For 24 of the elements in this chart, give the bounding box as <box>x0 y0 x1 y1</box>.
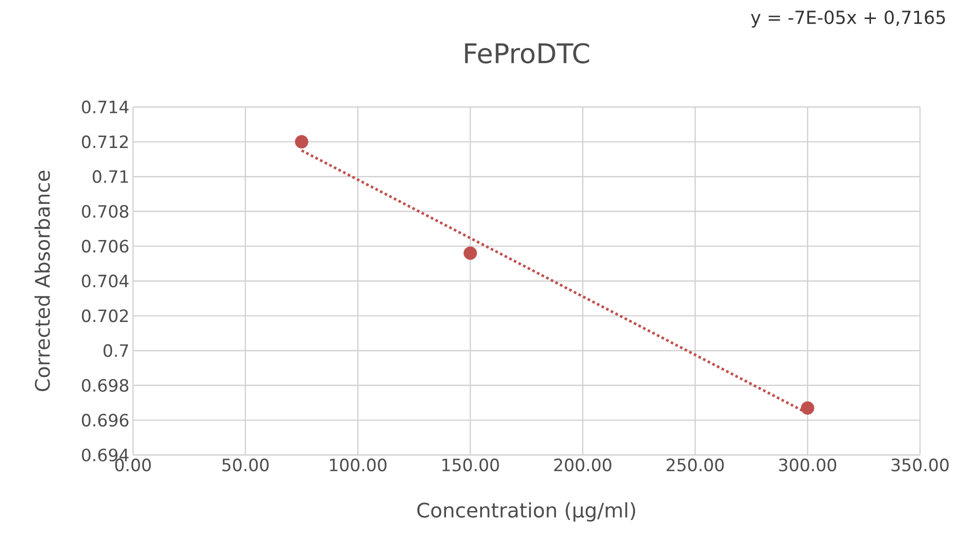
y-tick-label: 0.704 <box>82 274 129 288</box>
y-tick-label: 0.708 <box>82 204 128 218</box>
x-tick-label: 150.00 <box>442 458 499 472</box>
y-axis-title: Corrected Absorbance <box>34 170 50 392</box>
y-tick-label: 0.712 <box>82 135 128 148</box>
x-tick-label: 50.00 <box>222 458 269 472</box>
y-tick-label: 0.7 <box>104 344 128 358</box>
x-tick-label: 100.00 <box>330 458 386 472</box>
x-tick-label: 200.00 <box>554 458 612 472</box>
y-tick-label: 0.702 <box>82 309 128 322</box>
chart-title: FeProDTC <box>465 43 590 64</box>
point <box>294 135 308 148</box>
y-tick-label: 0.706 <box>82 240 128 253</box>
y-tick-label: 0.698 <box>82 378 128 392</box>
y-tick-label: 0.71 <box>92 170 128 184</box>
x-tick-label: 350.00 <box>892 458 949 472</box>
point <box>800 401 814 415</box>
text: y = -7E-05x + 0,7165 <box>750 10 945 28</box>
y-tick-label: 0.714 <box>82 100 129 114</box>
point <box>464 246 477 260</box>
x-tick-label: 250.00 <box>666 458 724 472</box>
y-tick-label: 0.696 <box>82 414 128 427</box>
x-tick-label: 300.00 <box>779 458 836 472</box>
x-axis-title: Concentration (µg/ml) <box>417 502 636 522</box>
